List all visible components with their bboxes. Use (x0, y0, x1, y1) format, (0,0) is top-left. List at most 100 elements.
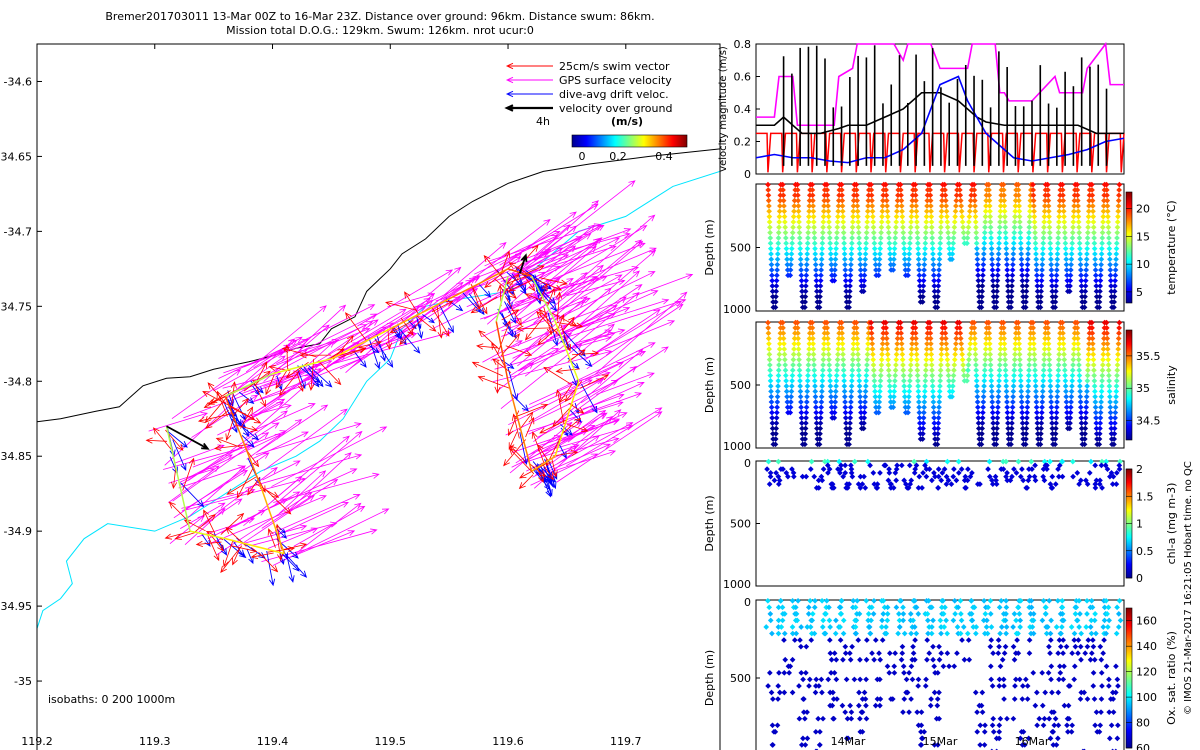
scatter-point (781, 213, 788, 220)
scatter-point (849, 235, 855, 241)
glider-track-segment (189, 530, 226, 540)
scatter-point (960, 229, 967, 236)
scatter-point (1002, 235, 1009, 241)
scatter-point (974, 256, 981, 263)
swim-arrow (255, 483, 280, 498)
scatter-point (986, 187, 992, 193)
scatter-point (818, 256, 825, 263)
scatter-point (765, 192, 772, 199)
scatter-point (1033, 256, 1040, 263)
gps-velocity-arrow (261, 478, 339, 529)
scatter-point (1027, 197, 1034, 204)
gps-velocity-arrow (251, 357, 364, 403)
scatter-point (1026, 224, 1033, 231)
scatter-point (773, 277, 780, 284)
scatter-point (1011, 235, 1017, 241)
map-y-tick-label: 34.65 (1, 150, 33, 163)
scatter-point (979, 293, 985, 300)
scatter-point (1017, 224, 1023, 231)
scatter-point (1025, 235, 1032, 241)
drift-velocity-arrow (223, 539, 247, 559)
swim-arrow (164, 530, 191, 540)
scatter-point (993, 299, 1000, 305)
scatter-point (856, 245, 863, 252)
gps-velocity-arrow (579, 392, 643, 416)
scatter-point (814, 293, 820, 300)
scatter-point (1031, 219, 1038, 225)
gps-velocity-arrow (369, 331, 415, 351)
scatter-point (847, 272, 854, 279)
scatter-point (1057, 192, 1063, 199)
scatter-point (769, 283, 776, 289)
scatter-point (916, 261, 922, 268)
swim-arrow (204, 396, 228, 424)
scatter-point (1040, 235, 1047, 241)
scatter-point (979, 288, 985, 295)
swim-arrow (317, 360, 342, 386)
scatter-point (981, 229, 988, 236)
scatter-point (805, 229, 811, 236)
scatter-point (929, 240, 936, 247)
scatter-point (988, 229, 994, 236)
scatter-point (878, 224, 885, 231)
gps-velocity-arrow (544, 275, 608, 305)
scatter-point (797, 256, 804, 263)
scatter-point (857, 256, 863, 263)
scatter-point (981, 235, 988, 241)
time-x-tick-label: 14Mar (831, 735, 866, 748)
drift-velocity-arrow (416, 318, 424, 340)
scatter-point (902, 261, 908, 268)
glider-track-segment (225, 373, 273, 397)
map-y-tick-label: -34.9 (4, 525, 32, 538)
scatter-point (973, 229, 980, 236)
scatter-point (891, 256, 897, 263)
scatter-point (790, 213, 797, 220)
drift-velocity-arrow (468, 293, 485, 316)
swim-arrow (225, 417, 235, 441)
scatter-point (1011, 229, 1018, 236)
scatter-point (821, 203, 827, 209)
scatter-point (972, 208, 979, 215)
scatter-point (854, 192, 860, 199)
gps-velocity-arrow (271, 426, 388, 487)
scatter-point (777, 192, 784, 199)
scatter-point (769, 277, 775, 284)
gps-velocity-arrow (548, 449, 617, 474)
gps-velocity-arrow (505, 379, 619, 436)
swim-arrow (211, 535, 224, 552)
scatter-point (826, 229, 833, 236)
swim-arrow (515, 403, 549, 418)
gps-velocity-arrow (492, 349, 613, 383)
scatter-point (971, 197, 978, 204)
gps-velocity-arrow (584, 309, 661, 361)
scatter-point (1026, 213, 1033, 220)
scatter-point (1023, 293, 1030, 300)
scatter-point (994, 283, 1001, 289)
colorbar-tick-label: 15 (1136, 230, 1150, 243)
gps-velocity-arrow (243, 524, 308, 544)
scatter-point (959, 213, 965, 220)
depth-y-axis-label: Depth (m) (703, 357, 716, 413)
scatter-point (909, 197, 916, 204)
scatter-point (1008, 293, 1015, 300)
swim-arrow (357, 340, 383, 348)
scatter-point (806, 203, 813, 209)
swim-arrow (205, 409, 230, 429)
scatter-point (809, 187, 816, 193)
scatter-point (781, 208, 788, 215)
scatter-point (961, 235, 967, 241)
scatter-point (1031, 208, 1037, 215)
scatter-point (949, 256, 955, 263)
scatter-point (819, 240, 826, 247)
swim-arrow (546, 287, 555, 307)
scatter-point (920, 293, 926, 300)
gps-velocity-arrow (501, 233, 592, 293)
gps-velocity-arrow (274, 430, 363, 506)
scatter-point (880, 192, 887, 199)
swim-arrow (220, 545, 243, 574)
scatter-point (900, 224, 906, 231)
chart-title-line1: Bremer201703011 13-Mar 00Z to 16-Mar 23Z… (105, 10, 655, 23)
map-y-tick-label: 34.75 (1, 300, 33, 313)
scatter-point (1010, 261, 1016, 268)
scatter-point (922, 245, 928, 252)
